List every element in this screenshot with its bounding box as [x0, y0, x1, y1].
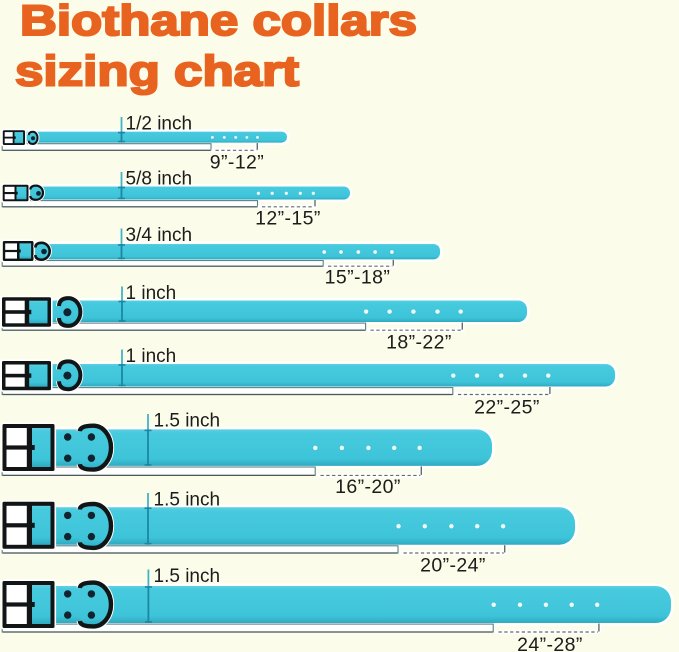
svg-text:5/8 inch: 5/8 inch	[126, 168, 193, 189]
svg-text:16”-20”: 16”-20”	[335, 476, 401, 498]
svg-text:sizing chart: sizing chart	[15, 48, 299, 96]
svg-text:20”-24”: 20”-24”	[420, 555, 486, 577]
svg-text:Biothane collars: Biothane collars	[20, 0, 417, 45]
svg-text:18”-22”: 18”-22”	[386, 332, 452, 354]
svg-text:24”-28”: 24”-28”	[517, 634, 583, 652]
svg-text:1.5 inch: 1.5 inch	[154, 566, 221, 587]
svg-text:1 inch: 1 inch	[126, 283, 177, 304]
svg-text:1 inch: 1 inch	[126, 346, 177, 367]
svg-text:15”-18”: 15”-18”	[325, 267, 391, 289]
svg-text:1.5 inch: 1.5 inch	[154, 410, 221, 431]
svg-text:9”-12”: 9”-12”	[210, 152, 264, 174]
svg-text:1/2 inch: 1/2 inch	[126, 113, 193, 134]
svg-text:1.5 inch: 1.5 inch	[154, 489, 221, 510]
svg-text:12”-15”: 12”-15”	[255, 208, 321, 230]
svg-text:22”-25”: 22”-25”	[474, 397, 540, 419]
svg-text:3/4 inch: 3/4 inch	[126, 225, 193, 246]
